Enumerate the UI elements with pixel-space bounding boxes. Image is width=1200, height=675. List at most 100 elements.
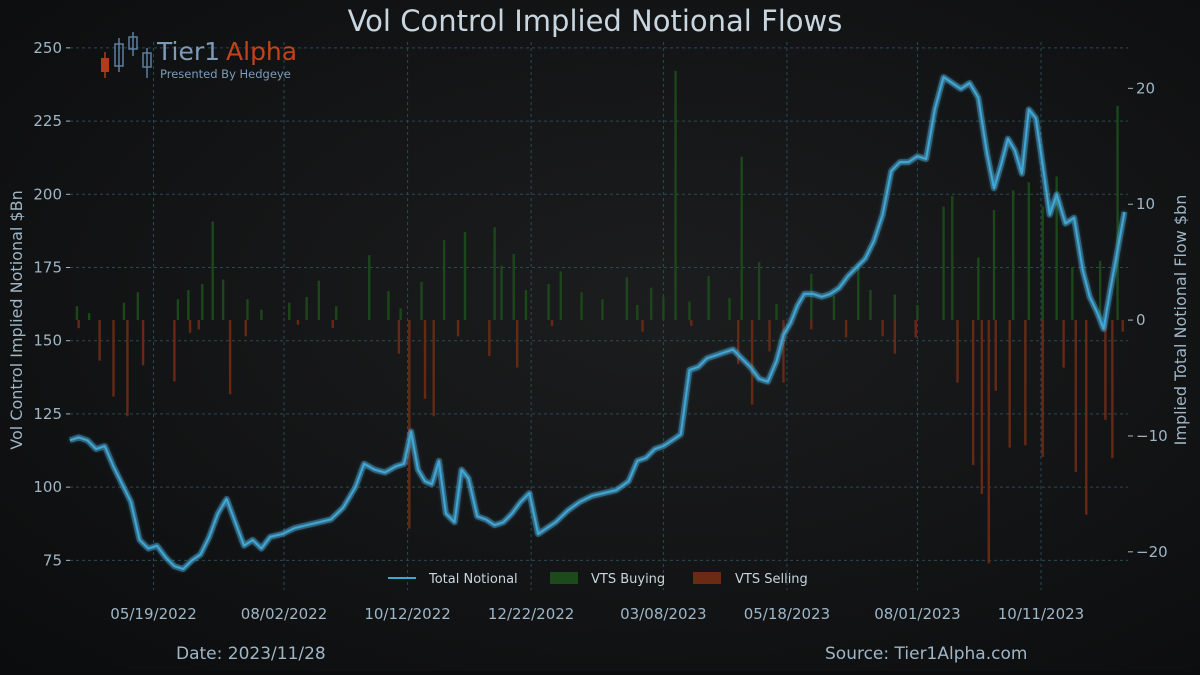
vts-selling-bar — [768, 320, 771, 352]
vts-selling-bar — [980, 320, 984, 494]
x-tick-label: 10/11/2023 — [998, 605, 1084, 623]
vts-selling-bar — [1062, 320, 1065, 368]
vts-selling-bar — [244, 320, 247, 337]
vts-selling-bar — [914, 320, 917, 338]
vts-buying-bar — [1027, 182, 1031, 321]
vts-buying-bar — [211, 221, 214, 321]
vts-selling-bar — [1041, 320, 1044, 457]
vts-selling-bar — [432, 320, 435, 417]
vts-buying-bar — [636, 305, 639, 321]
vts-buying-bar — [87, 313, 91, 321]
vts-buying-bar — [368, 255, 371, 321]
vts-buying-bar — [601, 299, 604, 321]
vts-buying-bar — [288, 302, 291, 321]
vts-selling-bar — [782, 320, 785, 383]
vts-buying-bar — [1011, 190, 1015, 321]
vts-selling-bar — [1074, 320, 1077, 472]
vts-selling-bar — [188, 320, 192, 333]
vts-selling-bar — [690, 320, 693, 326]
vts-buying-bar — [176, 299, 180, 321]
vts-buying-bar — [951, 196, 954, 321]
vts-selling-bar — [737, 320, 740, 365]
vts-buying-bar — [559, 271, 562, 321]
vts-buying-bar — [317, 280, 321, 321]
legend: Total Notional VTS Buying VTS Selling — [388, 572, 808, 587]
legend-item-total-notional: Total Notional — [388, 572, 518, 587]
x-tick-label: 12/22/2022 — [488, 605, 574, 623]
candlestick-icon — [101, 32, 152, 78]
vts-selling-bar — [516, 320, 519, 368]
footer-source: Source: Tier1Alpha.com — [825, 644, 1027, 664]
vts-selling-bar — [844, 320, 848, 338]
vts-selling-bar — [397, 320, 401, 354]
vts-selling-bar — [1085, 320, 1088, 515]
vts-buying-bar — [335, 306, 338, 321]
vts-buying-bar — [1071, 266, 1074, 321]
vts-buying-bar — [500, 265, 503, 321]
vts-buying-bar — [246, 299, 249, 321]
vts-buying-bar — [977, 257, 980, 321]
vts-buying-bar — [728, 298, 731, 321]
line-layer — [69, 74, 1128, 573]
vts-buying-bar — [512, 254, 515, 321]
gridlines — [70, 42, 1128, 590]
y-left-tick-label: 175 — [33, 259, 62, 277]
x-tick-label: 08/02/2022 — [241, 605, 327, 623]
vts-buying-bar — [810, 273, 813, 321]
y-right-tick-label: −20 — [1136, 543, 1168, 561]
vts-selling-bar — [550, 320, 554, 326]
y-left-tick-label: 150 — [33, 332, 62, 350]
bars-layer — [75, 70, 1124, 564]
y-axis-left-label: Vol Control Implied Notional $Bn — [7, 190, 26, 449]
vts-selling-bar — [423, 320, 427, 399]
vts-buying-bar — [221, 279, 225, 321]
vts-buying-bar — [399, 308, 402, 321]
left-axis-ticks: 75 100 125 150 175 200 225 250 — [33, 39, 70, 569]
vts-buying-bar — [992, 210, 996, 321]
x-tick-label: 03/08/2023 — [620, 605, 706, 623]
y-left-tick-label: 225 — [33, 112, 62, 130]
vts-buying-bar — [707, 276, 710, 321]
logo-text-main: Tier1 — [156, 37, 220, 66]
y-right-tick-label: 20 — [1136, 79, 1155, 97]
vts-buying-bar — [688, 301, 691, 321]
vts-selling-bar — [141, 320, 145, 366]
vts-selling-bar — [331, 320, 334, 329]
total-notional-line — [69, 76, 1126, 571]
chart-title: Vol Control Implied Notional Flows — [348, 4, 843, 38]
vts-buying-bar — [740, 156, 743, 321]
vts-buying-bar — [1098, 260, 1102, 321]
vts-buying-bar — [775, 303, 778, 321]
vts-selling-bar — [197, 320, 200, 330]
logo-text-accent: Alpha — [226, 37, 297, 66]
y-right-tick-label: −10 — [1136, 427, 1168, 445]
vts-buying-bar — [916, 305, 919, 321]
vts-selling-bar — [987, 320, 990, 564]
vts-selling-bar — [1111, 320, 1114, 458]
y-left-tick-label: 200 — [33, 185, 62, 203]
vts-selling-bar — [1008, 320, 1011, 448]
vts-selling-bar — [77, 320, 80, 329]
vts-buying-bar — [420, 281, 423, 321]
vts-buying-bar — [387, 291, 390, 321]
vts-selling-bar — [456, 320, 460, 337]
vts-selling-bar — [1024, 320, 1027, 446]
vts-buying-bar — [757, 262, 761, 321]
vts-buying-bar — [650, 287, 653, 321]
vts-buying-bar — [832, 295, 836, 321]
vts-buying-bar — [580, 292, 583, 321]
vts-buying-bar — [305, 296, 308, 321]
legend-label-vts-selling: VTS Selling — [735, 572, 808, 587]
y-right-tick-label: 0 — [1136, 311, 1146, 329]
vts-selling-bar — [750, 320, 754, 405]
vts-buying-bar — [442, 240, 446, 321]
vts-selling-bar — [893, 320, 897, 354]
vts-buying-bar — [674, 70, 677, 321]
legend-label-total-notional: Total Notional — [428, 572, 518, 587]
vts-selling-bar — [408, 320, 411, 529]
legend-label-vts-buying: VTS Buying — [591, 572, 665, 587]
vts-selling-bar — [810, 320, 813, 330]
x-axis-ticks: 05/19/2022 08/02/2022 10/12/2022 12/22/2022… — [110, 605, 1084, 623]
